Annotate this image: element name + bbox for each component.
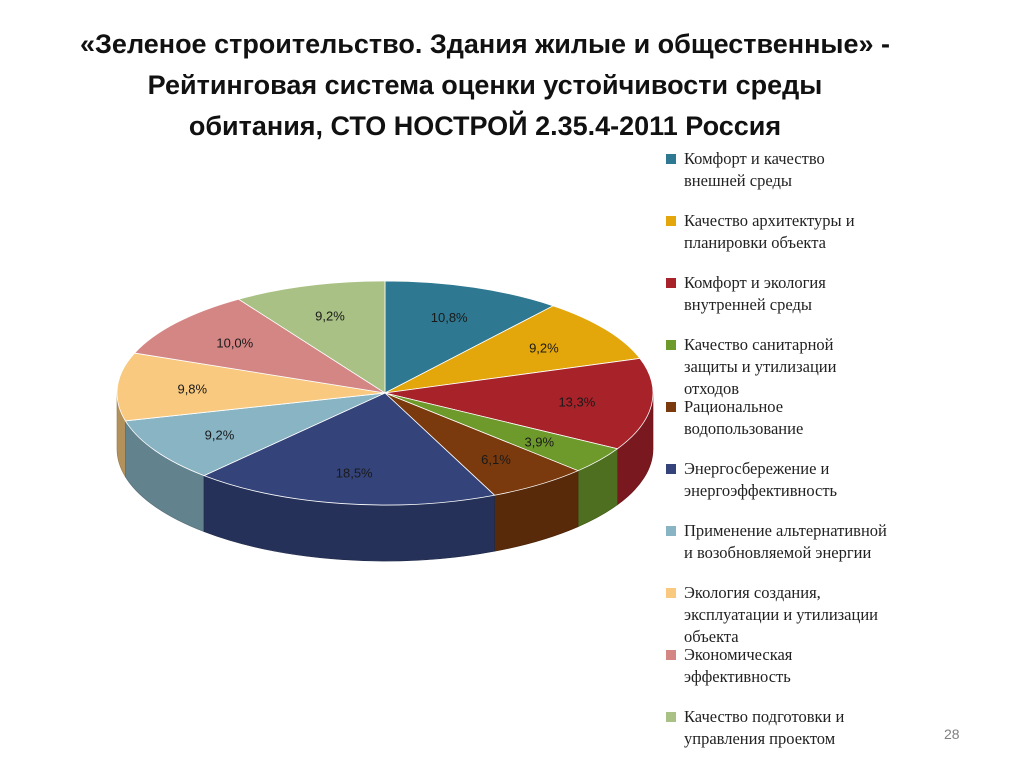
legend-swatch-3 [666,278,676,288]
slide-title-line-2: Рейтинговая система оценки устойчивости … [147,70,823,100]
legend-swatch-2 [666,216,676,226]
legend-label-line: Качество санитарной [684,335,834,354]
pie-slice-10 [238,280,386,394]
legend-label-line: водопользование [684,419,804,438]
legend-label-4: Качество санитарной защиты и утилизации от… [684,334,966,400]
legend-label-6: Энергосбережение и энергоэффективность [684,458,966,502]
legend-label-5: Рациональное водопользование [684,396,966,440]
pie-label-layer: 10,8% 9,2% 13,3% 3,9% 6,1% 18,5% 9,2% 9,8% 10,0%… [177,309,595,481]
legend-swatch-6 [666,464,676,474]
legend-item-10: Качество подготовки и управления проектом [666,706,966,750]
legend-label-10: Качество подготовки и управления проектом [684,706,966,750]
pie-slice-6 [203,392,495,506]
legend-label-line: защиты и утилизации [684,357,837,376]
legend-label-line: Применение альтернативной [684,521,887,540]
pie-slice-3 [384,357,654,450]
legend-item-8: Экология создания, эксплуатации и утилиза… [666,582,966,648]
data-label-6: 18,5% [336,466,373,481]
pie-slice-9 [134,298,386,394]
legend-label-line: Энергосбережение и [684,459,830,478]
data-label-1: 10,8% [431,310,468,325]
data-label-8: 9,8% [177,381,207,396]
legend-label-8: Экология создания, эксплуатации и утилиза… [684,582,966,648]
legend-item-1: Комфорт и качество внешней среды [666,148,966,192]
legend-label-line: Рациональное [684,397,784,416]
legend-label-line: энергоэффективность [684,481,838,500]
legend-label-line: Комфорт и экология [684,273,826,292]
legend-swatch-4 [666,340,676,350]
legend-item-7: Применение альтернативной и возобновляемо… [666,520,966,564]
legend-item-9: Экономическая эффективность [666,644,966,688]
pie-slice-1 [384,280,554,394]
legend-label-line: внешней среды [684,171,792,190]
legend-label-3: Комфорт и экология внутренней среды [684,272,966,316]
page-number: 28 [944,726,960,742]
legend-label-line: объекта [684,627,739,646]
legend-swatch-10 [666,712,676,722]
legend-label-line: планировки объекта [684,233,826,252]
pie-top-layer [116,280,654,506]
slide-title: «Зеленое строительство. Здания жилые и о… [20,24,950,147]
legend-swatch-5 [666,402,676,412]
legend-label-2: Качество архитектуры и планировки объекта [684,210,966,254]
slide-title-line-3: обитания, СТО НОСТРОЙ 2.35.4-2011 Россия [188,111,782,141]
legend-label-line: внутренней среды [684,295,812,314]
legend-label-line: эксплуатации и утилизации [684,605,878,624]
data-label-7: 9,2% [205,428,235,443]
legend-item-6: Энергосбережение и энергоэффективность [666,458,966,502]
legend-label-1: Комфорт и качество внешней среды [684,148,966,192]
legend-swatch-9 [666,650,676,660]
legend-label-7: Применение альтернативной и возобновляемо… [684,520,966,564]
legend-swatch-7 [666,526,676,536]
data-label-2: 9,2% [529,340,559,355]
legend-label-line: и возобновляемой энергии [684,543,872,562]
legend-label-line: Комфорт и качество [684,149,825,168]
legend-item-2: Качество архитектуры и планировки объекта [666,210,966,254]
legend-label-line: Качество подготовки и [684,707,845,726]
legend-item-3: Комфорт и экология внутренней среды [666,272,966,316]
data-label-4: 3,9% [524,434,554,449]
pie-slice-2 [384,305,641,394]
legend-swatch-1 [666,154,676,164]
pie-slice-7 [125,392,386,477]
legend-label-line: отходов [684,379,740,398]
legend-label-line: Качество архитектуры и [684,211,855,230]
legend-label-line: эффективность [684,667,791,686]
legend-label-line: Экология создания, [684,583,821,602]
legend-item-4: Качество санитарной защиты и утилизации от… [666,334,966,400]
legend-label-line: Экономическая [684,645,793,664]
legend-label-line: управления проектом [684,729,836,748]
data-label-10: 9,2% [315,309,345,324]
pie-slice-8 [116,352,386,422]
data-label-3: 13,3% [558,394,595,409]
data-label-5: 6,1% [481,452,511,467]
legend-label-9: Экономическая эффективность [684,644,966,688]
legend-swatch-8 [666,588,676,598]
legend-item-5: Рациональное водопользование [666,396,966,440]
slide-title-line-1: «Зеленое строительство. Здания жилые и о… [80,29,890,59]
data-label-9: 10,0% [216,335,253,350]
